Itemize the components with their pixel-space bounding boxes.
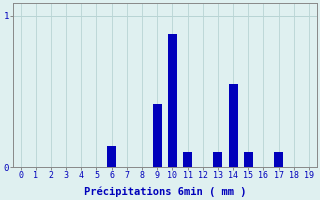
Bar <box>274 152 283 167</box>
Bar <box>107 146 116 167</box>
Bar <box>168 34 177 167</box>
X-axis label: Précipitations 6min ( mm ): Précipitations 6min ( mm ) <box>84 186 246 197</box>
Bar <box>228 84 238 167</box>
Bar <box>213 152 222 167</box>
Bar <box>244 152 253 167</box>
Bar <box>183 152 192 167</box>
Bar <box>153 104 162 167</box>
